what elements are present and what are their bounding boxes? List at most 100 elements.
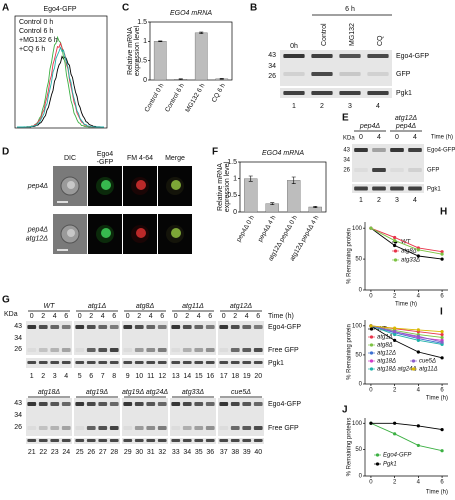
blot-band <box>354 168 368 172</box>
column-header: -GFP <box>97 159 114 166</box>
legend-marker <box>411 367 416 371</box>
legend-entry: atg1Δ <box>377 335 393 341</box>
data-point <box>440 428 444 432</box>
lane-number: 1 <box>359 197 363 204</box>
panel-letter: A <box>2 3 9 14</box>
time-label: 4 <box>53 313 57 320</box>
panel-letter: H <box>440 207 447 218</box>
blot-band <box>27 426 37 430</box>
x-tick-label: 2 <box>393 294 397 300</box>
vacuole <box>171 228 181 238</box>
lane-number: 31 <box>147 449 155 456</box>
blot-band <box>253 325 263 329</box>
series-line <box>370 227 443 260</box>
blot-band <box>109 361 119 364</box>
lane-label: 0h <box>290 43 298 50</box>
blot-band <box>230 426 240 430</box>
blot-band <box>75 325 85 329</box>
time-label: 4 <box>149 313 153 320</box>
y-tick-label: 1 <box>233 176 237 183</box>
vacuole <box>136 180 146 190</box>
blot-band <box>38 439 48 442</box>
data-point <box>440 340 444 344</box>
blot-band <box>171 402 181 406</box>
blot-band <box>86 348 96 352</box>
time-label: 0 <box>126 313 130 320</box>
lane-number: 1 <box>292 103 296 110</box>
data-point <box>393 243 397 248</box>
blot-band <box>61 361 71 364</box>
blot-band <box>157 439 167 442</box>
legend-marker <box>369 367 374 371</box>
histogram-curve <box>17 41 104 128</box>
blot-band <box>194 325 204 329</box>
lane-number: 30 <box>135 449 143 456</box>
legend-entry: Control 6 h <box>19 28 53 35</box>
y-tick-label: 1 <box>143 38 147 45</box>
blot-band <box>123 325 133 329</box>
blot-band <box>205 348 215 352</box>
blot-band <box>98 361 108 364</box>
blot-band <box>339 91 361 95</box>
blot-band <box>146 439 156 442</box>
x-tick-label: CQ 6 h <box>211 82 228 104</box>
blot-band <box>390 168 404 172</box>
data-point <box>369 226 373 230</box>
blot-band <box>146 402 156 406</box>
blot-band <box>253 439 263 442</box>
blot-band <box>123 402 133 406</box>
series-line <box>370 325 443 344</box>
y-axis-label: % Remaining proteins <box>347 418 353 477</box>
panel-letter: C <box>122 3 129 14</box>
series-line <box>370 325 443 359</box>
blot-band <box>27 348 37 352</box>
blot-band <box>134 426 144 430</box>
blot-band <box>109 426 119 430</box>
lane-number: 17 <box>220 373 228 380</box>
band-label: Ego4-GFP <box>268 324 301 331</box>
blot-band <box>38 325 48 329</box>
blot-band <box>182 325 192 329</box>
data-point <box>393 326 397 330</box>
histogram-curve <box>17 46 104 128</box>
lane-number: 13 <box>172 373 180 380</box>
blot-band <box>253 426 263 430</box>
blot-band <box>182 361 192 364</box>
time-label: 4 <box>197 313 201 320</box>
legend-entry: Ego4-GFP <box>383 453 411 459</box>
lane-label: Control <box>321 23 328 46</box>
blot-band <box>182 348 192 352</box>
blot-band <box>283 54 305 58</box>
blot-band <box>75 348 85 352</box>
y-tick-label: 0.5 <box>227 192 237 199</box>
lane-number: 27 <box>99 449 107 456</box>
blot-band <box>61 402 71 406</box>
blot-band <box>134 325 144 329</box>
blot-band <box>75 361 85 364</box>
strain-label: WT <box>44 303 56 310</box>
legend-marker <box>375 453 380 457</box>
y-tick-label: 1.5 <box>137 19 147 26</box>
legend-entry: atg8Δ <box>401 249 417 255</box>
data-point <box>416 328 420 332</box>
blot-band <box>146 361 156 364</box>
lane-number: 18 <box>231 373 239 380</box>
blot-band <box>50 402 60 406</box>
lane-number: 29 <box>124 449 132 456</box>
blot <box>218 438 264 444</box>
time-label: 0 <box>222 313 226 320</box>
blot-band <box>219 426 229 430</box>
time-label: 2 <box>89 313 93 320</box>
blot-band <box>61 348 71 352</box>
lane-number: 24 <box>62 449 70 456</box>
blot <box>122 438 168 444</box>
bar <box>194 32 208 81</box>
x-tick-label: 6 <box>440 388 444 394</box>
blot-band <box>75 402 85 406</box>
blot-band <box>50 426 60 430</box>
blot-band <box>408 148 422 152</box>
time-label: 0 <box>395 134 399 141</box>
lane-number: 36 <box>206 449 214 456</box>
time-label: 2 <box>41 313 45 320</box>
blot-band <box>242 325 252 329</box>
